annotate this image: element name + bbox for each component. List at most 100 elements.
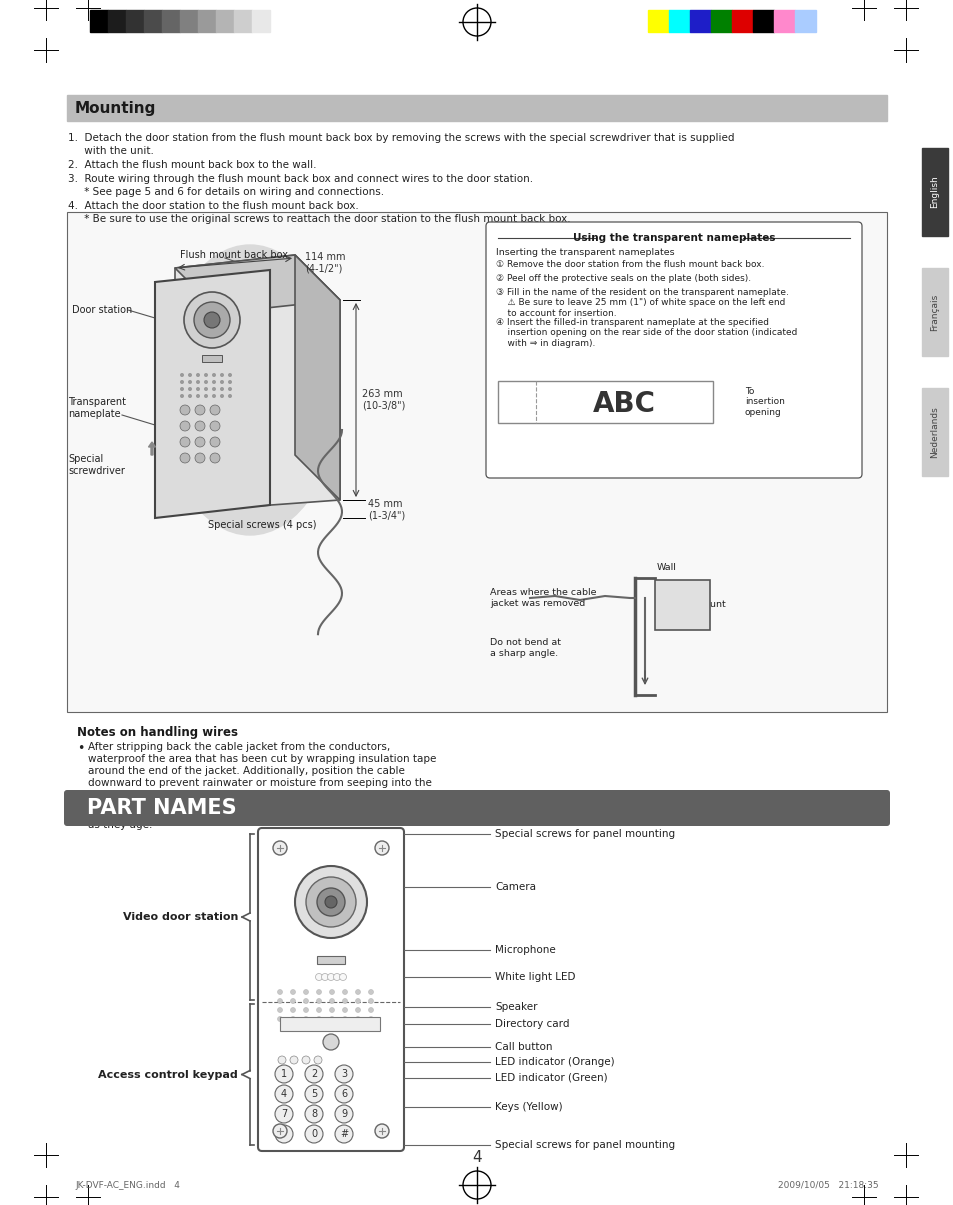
Text: Do not bend the wires at a sharp angle to prevent them from breaking: Do not bend the wires at a sharp angle t…	[88, 809, 456, 818]
Circle shape	[180, 374, 184, 377]
Circle shape	[355, 989, 360, 994]
Circle shape	[204, 380, 208, 384]
Text: 4.  Attach the door station to the flush mount back box.: 4. Attach the door station to the flush …	[68, 201, 358, 211]
Text: waterproof the area that has been cut by wrapping insulation tape: waterproof the area that has been cut by…	[88, 754, 436, 764]
Circle shape	[316, 888, 345, 916]
Circle shape	[188, 394, 192, 398]
Circle shape	[204, 374, 208, 377]
Text: cable.: cable.	[88, 790, 119, 800]
Text: 8: 8	[311, 1109, 316, 1119]
Circle shape	[316, 1007, 321, 1012]
Bar	[647, 10, 668, 33]
Circle shape	[273, 1124, 287, 1138]
Text: 0: 0	[311, 1129, 316, 1139]
Circle shape	[305, 1065, 323, 1083]
Text: Directory card: Directory card	[495, 1019, 569, 1029]
Circle shape	[188, 387, 192, 390]
Text: 5: 5	[311, 1089, 316, 1099]
Text: Special screws (4 pcs): Special screws (4 pcs)	[208, 521, 315, 530]
Ellipse shape	[160, 245, 339, 535]
Circle shape	[316, 999, 321, 1004]
Circle shape	[303, 1017, 308, 1022]
Text: Door station: Door station	[71, 305, 132, 315]
Text: 1.  Detach the door station from the flush mount back box by removing the screws: 1. Detach the door station from the flus…	[68, 133, 734, 143]
Circle shape	[212, 380, 215, 384]
Bar	[794, 10, 815, 33]
Circle shape	[335, 1084, 353, 1103]
Circle shape	[228, 394, 232, 398]
Circle shape	[195, 387, 200, 390]
Text: 2.  Attach the flush mount back box to the wall.: 2. Attach the flush mount back box to th…	[68, 160, 316, 170]
Circle shape	[188, 380, 192, 384]
Circle shape	[355, 1017, 360, 1022]
Circle shape	[291, 1017, 295, 1022]
Text: Inserting the transparent nameplates: Inserting the transparent nameplates	[496, 248, 674, 257]
Text: as they age.: as they age.	[88, 819, 152, 830]
Circle shape	[184, 292, 240, 348]
Circle shape	[305, 1084, 323, 1103]
Circle shape	[220, 374, 224, 377]
Circle shape	[303, 999, 308, 1004]
Bar	[233, 10, 252, 33]
Polygon shape	[294, 255, 339, 500]
FancyBboxPatch shape	[257, 828, 403, 1151]
Bar	[497, 381, 712, 423]
Circle shape	[329, 1017, 335, 1022]
Text: Speaker: Speaker	[495, 1003, 537, 1012]
Text: 1: 1	[280, 1069, 287, 1078]
Circle shape	[355, 1007, 360, 1012]
Bar	[689, 10, 710, 33]
Circle shape	[368, 989, 374, 994]
Circle shape	[290, 1056, 297, 1064]
Circle shape	[277, 1017, 282, 1022]
Text: ② Peel off the protective seals on the plate (both sides).: ② Peel off the protective seals on the p…	[496, 274, 750, 283]
Circle shape	[188, 374, 192, 377]
Circle shape	[180, 380, 184, 384]
Bar	[144, 10, 162, 33]
Text: LED indicator (Orange): LED indicator (Orange)	[495, 1057, 614, 1066]
Text: Wall: Wall	[657, 563, 677, 572]
Bar	[252, 10, 270, 33]
Bar	[126, 10, 144, 33]
Circle shape	[314, 1056, 322, 1064]
Text: White light LED: White light LED	[495, 972, 575, 982]
Text: downward to prevent rainwater or moisture from seeping into the: downward to prevent rainwater or moistur…	[88, 778, 432, 788]
Text: Do not bend at
a sharp angle.: Do not bend at a sharp angle.	[490, 639, 560, 658]
Circle shape	[325, 897, 336, 909]
Text: 2: 2	[311, 1069, 316, 1078]
Text: Flush mount
back box: Flush mount back box	[666, 600, 725, 619]
Bar	[921, 268, 947, 355]
FancyBboxPatch shape	[64, 790, 889, 825]
Bar	[668, 10, 689, 33]
Bar	[710, 10, 731, 33]
Text: #: #	[339, 1129, 348, 1139]
Bar	[316, 956, 345, 964]
Text: 9: 9	[340, 1109, 347, 1119]
Circle shape	[204, 387, 208, 390]
Text: 6: 6	[340, 1089, 347, 1099]
Text: with the unit.: with the unit.	[68, 146, 153, 155]
Bar	[731, 10, 752, 33]
Text: Call button: Call button	[495, 1042, 552, 1052]
Circle shape	[194, 437, 205, 447]
Text: •: •	[77, 809, 84, 821]
Text: Areas where the cable
jacket was removed: Areas where the cable jacket was removed	[490, 588, 596, 607]
Polygon shape	[154, 270, 270, 518]
Circle shape	[342, 1007, 347, 1012]
Circle shape	[212, 374, 215, 377]
Circle shape	[228, 374, 232, 377]
Bar	[921, 148, 947, 236]
Bar	[655, 580, 709, 630]
Circle shape	[274, 1105, 293, 1123]
Text: * See page 5 and 6 for details on wiring and connections.: * See page 5 and 6 for details on wiring…	[68, 187, 384, 196]
Circle shape	[277, 989, 282, 994]
Circle shape	[210, 453, 220, 463]
Circle shape	[212, 387, 215, 390]
Text: To
insertion
opening: To insertion opening	[744, 387, 784, 417]
Circle shape	[375, 841, 389, 856]
Circle shape	[210, 437, 220, 447]
Text: 4: 4	[472, 1151, 481, 1165]
Text: around the end of the jacket. Additionally, position the cable: around the end of the jacket. Additional…	[88, 766, 404, 776]
Text: •: •	[77, 742, 84, 756]
Text: Special
screwdriver: Special screwdriver	[68, 454, 125, 476]
